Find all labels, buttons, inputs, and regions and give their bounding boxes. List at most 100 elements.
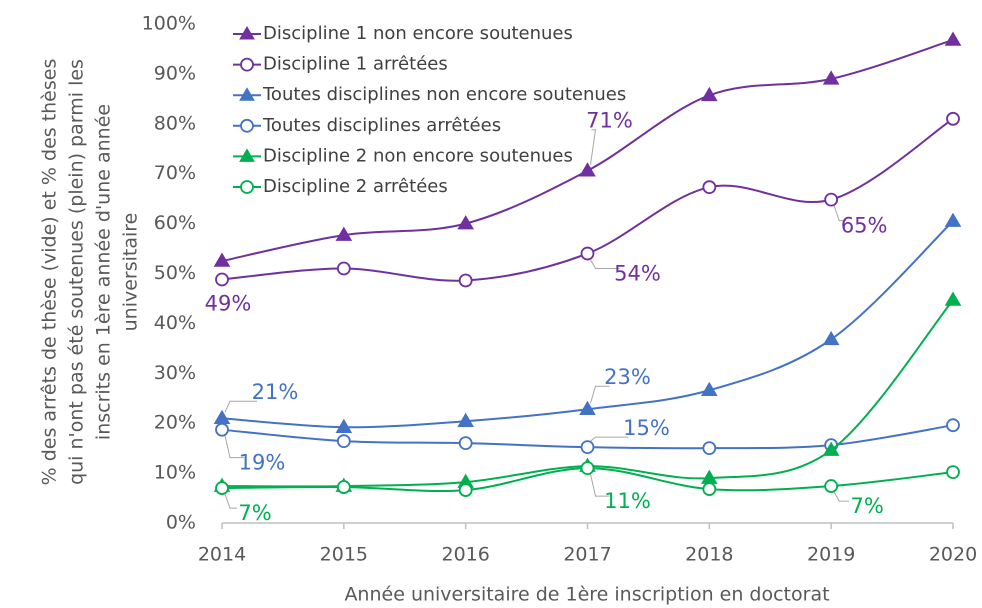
y-axis-title-line: universitaire — [119, 213, 141, 332]
legend-marker — [240, 180, 254, 194]
y-tick-label: 60% — [154, 212, 196, 234]
data-label: 49% — [205, 291, 252, 315]
marker-circle — [336, 434, 351, 449]
marker-circle — [336, 480, 351, 494]
legend-item: Discipline 2 non encore soutenues — [233, 145, 573, 166]
data-label: 7% — [851, 494, 884, 518]
data-label: 54% — [614, 262, 661, 286]
y-tick-label: 70% — [154, 162, 196, 184]
y-axis-title-line: qui n'ont pas été soutenues (plein) parm… — [65, 59, 87, 485]
marker-triangle — [579, 400, 596, 415]
legend-item: Toutes disciplines arrêtées — [233, 115, 501, 136]
marker-circle — [580, 246, 595, 261]
marker-triangle — [335, 226, 353, 241]
x-tick-label: 2019 — [807, 544, 855, 566]
leader-line — [224, 493, 237, 509]
legend-label: Discipline 2 non encore soutenues — [263, 145, 573, 166]
marker-triangle — [579, 162, 596, 177]
data-label: 65% — [841, 214, 888, 238]
leader-line — [590, 129, 597, 165]
y-axis-title: % des arrêts de thèse (vide) et % des th… — [38, 59, 141, 486]
series: 7% 11% 7% — [215, 461, 960, 525]
marker-triangle — [701, 381, 718, 397]
legend-item: Toutes disciplines non encore soutenues — [233, 84, 626, 105]
marker-triangle — [944, 212, 962, 227]
marker-circle — [946, 465, 960, 480]
legend-item: Discipline 1 non encore soutenues — [233, 23, 573, 44]
y-tick-label: 50% — [154, 262, 196, 284]
legend-marker — [240, 57, 254, 72]
legend-item: Discipline 1 arrêtées — [233, 54, 448, 75]
data-label: 71% — [586, 109, 633, 133]
leader-line — [590, 436, 629, 442]
legend-label: Toutes disciplines arrêtées — [262, 115, 501, 136]
x-tick-label: 2017 — [563, 544, 611, 566]
marker-triangle — [944, 31, 962, 46]
data-label: 19% — [239, 451, 286, 475]
x-tick-label: 2018 — [685, 544, 733, 566]
y-axis-title-line: inscrits en 1ère année d'une année — [92, 104, 114, 440]
y-tick-label: 100% — [142, 13, 196, 35]
marker-circle — [702, 441, 717, 456]
marker-triangle — [213, 409, 231, 424]
marker-triangle — [944, 291, 962, 306]
y-tick-label: 90% — [154, 62, 196, 84]
marker-circle — [946, 418, 960, 433]
marker-triangle — [457, 215, 474, 230]
data-label: 15% — [623, 416, 670, 440]
marker-triangle — [822, 330, 840, 346]
legend-label: Discipline 1 non encore soutenues — [263, 23, 573, 44]
series: 49% 54% 65% — [205, 111, 960, 315]
marker-circle — [824, 479, 839, 493]
leader-line — [590, 259, 620, 270]
legend-label: Discipline 2 arrêtées — [263, 176, 448, 197]
marker-triangle — [822, 441, 840, 456]
marker-triangle — [335, 418, 353, 433]
legend-marker — [239, 87, 255, 101]
marker-circle — [580, 461, 595, 476]
x-tick-label: 2015 — [320, 544, 368, 566]
series: 21% 23% — [213, 212, 962, 433]
leader-line — [590, 385, 610, 404]
leader-line — [833, 205, 847, 222]
y-tick-label: 10% — [154, 462, 196, 484]
x-tick-label: 2016 — [441, 544, 489, 566]
marker-circle — [702, 180, 717, 195]
data-label: 23% — [604, 365, 651, 389]
legend-marker — [239, 148, 255, 162]
marker-circle — [824, 192, 839, 207]
legend-item: Discipline 2 arrêtées — [233, 176, 448, 197]
data-label: 21% — [252, 380, 299, 404]
y-tick-label: 40% — [154, 312, 196, 334]
marker-circle — [458, 273, 473, 288]
marker-circle — [215, 481, 229, 495]
x-tick-label: 2014 — [198, 544, 246, 566]
marker-circle — [702, 482, 717, 496]
leader-line — [224, 435, 244, 459]
x-axis-title: Année universitaire de 1ère inscription … — [344, 584, 829, 606]
legend-marker — [240, 118, 254, 133]
marker-triangle — [701, 86, 718, 102]
marker-triangle — [822, 70, 840, 85]
marker-circle — [458, 483, 473, 497]
y-tick-label: 80% — [154, 112, 196, 134]
marker-circle — [458, 436, 473, 451]
data-label: 11% — [604, 489, 651, 513]
marker-triangle — [213, 252, 231, 267]
leader-line — [224, 400, 257, 413]
leader-line — [833, 491, 850, 502]
data-label: 7% — [238, 501, 271, 525]
x-tick-label: 2020 — [929, 544, 977, 566]
leader-line — [590, 473, 610, 497]
y-tick-label: 30% — [154, 362, 196, 384]
marker-circle — [215, 422, 229, 437]
marker-circle — [580, 440, 595, 455]
marker-circle — [946, 111, 960, 126]
marker-circle — [336, 261, 351, 276]
marker-triangle — [457, 412, 474, 427]
legend-marker — [239, 26, 255, 40]
y-tick-label: 20% — [154, 412, 196, 434]
marker-circle — [215, 272, 229, 287]
legend-label: Toutes disciplines non encore soutenues — [262, 84, 626, 105]
